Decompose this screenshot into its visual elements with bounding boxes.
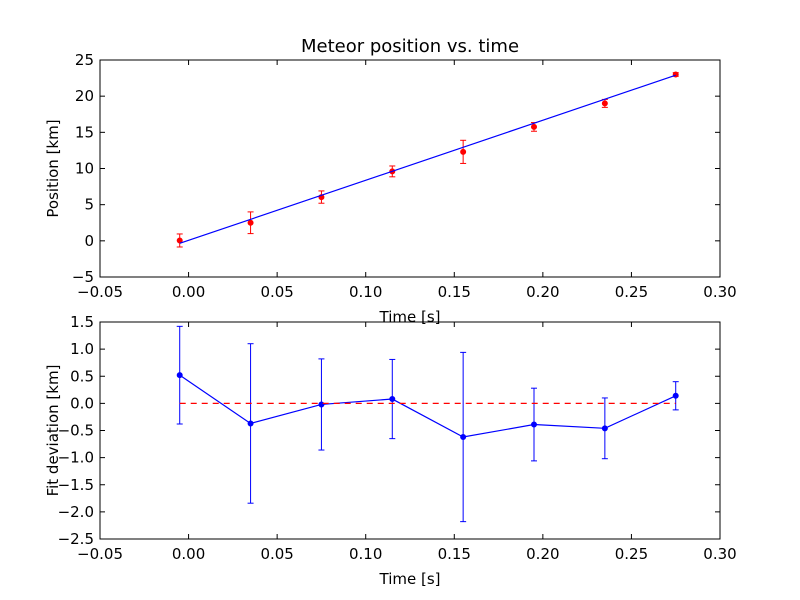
position-subplot: −0.05 0.00 0.05 0.10 0.15 0.20 0.25 0.30−505101…: [44, 51, 737, 326]
deviation-xtick-label: 0.15: [438, 545, 471, 563]
position-data-point: [532, 124, 537, 129]
deviation-ytick-label: 1.0: [70, 340, 94, 358]
deviation-data-point: [461, 435, 466, 440]
deviation-ytick-label: −1.0: [58, 449, 94, 467]
position-data-point: [461, 149, 466, 154]
deviation-data-point: [319, 402, 324, 407]
deviation-data-point: [532, 422, 537, 427]
position-data-point: [602, 101, 607, 106]
position-ytick-label: 15: [75, 123, 94, 141]
position-xtick-label: 0.00: [172, 283, 205, 301]
deviation-data-point: [248, 421, 253, 426]
figure: Meteor position vs. time −0.05 0.00 0.05 0.…: [0, 0, 800, 600]
position-plot-frame: [100, 60, 720, 277]
deviation-ytick-label: −1.5: [58, 476, 94, 494]
deviation-data-point: [602, 426, 607, 431]
position-ytick-label: 20: [75, 87, 94, 105]
deviation-ytick-label: −0.5: [58, 422, 94, 440]
position-xtick-label: 0.20: [526, 283, 559, 301]
deviation-xtick-label: 0.05: [260, 545, 293, 563]
deviation-data-point: [673, 393, 678, 398]
deviation-y-axis-label: Fit deviation [km]: [44, 365, 62, 497]
deviation-ytick-label: −2.5: [58, 530, 94, 548]
position-y-axis-label: Position [km]: [44, 119, 62, 217]
deviation-ytick-label: 1.5: [70, 313, 94, 331]
deviation-xtick-label: 0.00: [172, 545, 205, 563]
deviation-xtick-label: 0.10: [349, 545, 382, 563]
deviation-ytick-label: 0.0: [70, 394, 94, 412]
position-ytick-label: −5: [72, 268, 94, 286]
position-ytick-label: 0: [84, 232, 94, 250]
position-ytick-label: 10: [75, 160, 94, 178]
chart-title: Meteor position vs. time: [301, 36, 519, 57]
position-data-point: [248, 220, 253, 225]
deviation-xtick-label: 0.20: [526, 545, 559, 563]
deviation-xtick-label: 0.25: [615, 545, 648, 563]
position-xtick-label: 0.25: [615, 283, 648, 301]
deviation-x-axis-label: Time [s]: [379, 570, 441, 588]
deviation-data-point: [177, 373, 182, 378]
deviation-plot-frame: [100, 322, 720, 539]
fit-line: [180, 75, 676, 243]
position-xtick-label: 0.15: [438, 283, 471, 301]
deviation-xtick-label: 0.30: [703, 545, 736, 563]
deviation-ytick-label: −2.0: [58, 503, 94, 521]
deviation-subplot: −0.05 0.00 0.05 0.10 0.15 0.20 0.25 0.30−2.5−2.…: [44, 313, 737, 588]
position-xtick-label: 0.30: [703, 283, 736, 301]
deviation-data-point: [390, 397, 395, 402]
deviation-line: [180, 375, 676, 437]
position-xtick-label: 0.10: [349, 283, 382, 301]
position-ytick-label: 25: [75, 51, 94, 69]
position-x-axis-label: Time [s]: [379, 308, 441, 326]
position-ytick-label: 5: [84, 196, 94, 214]
deviation-ytick-label: 0.5: [70, 367, 94, 385]
position-xtick-label: 0.05: [260, 283, 293, 301]
